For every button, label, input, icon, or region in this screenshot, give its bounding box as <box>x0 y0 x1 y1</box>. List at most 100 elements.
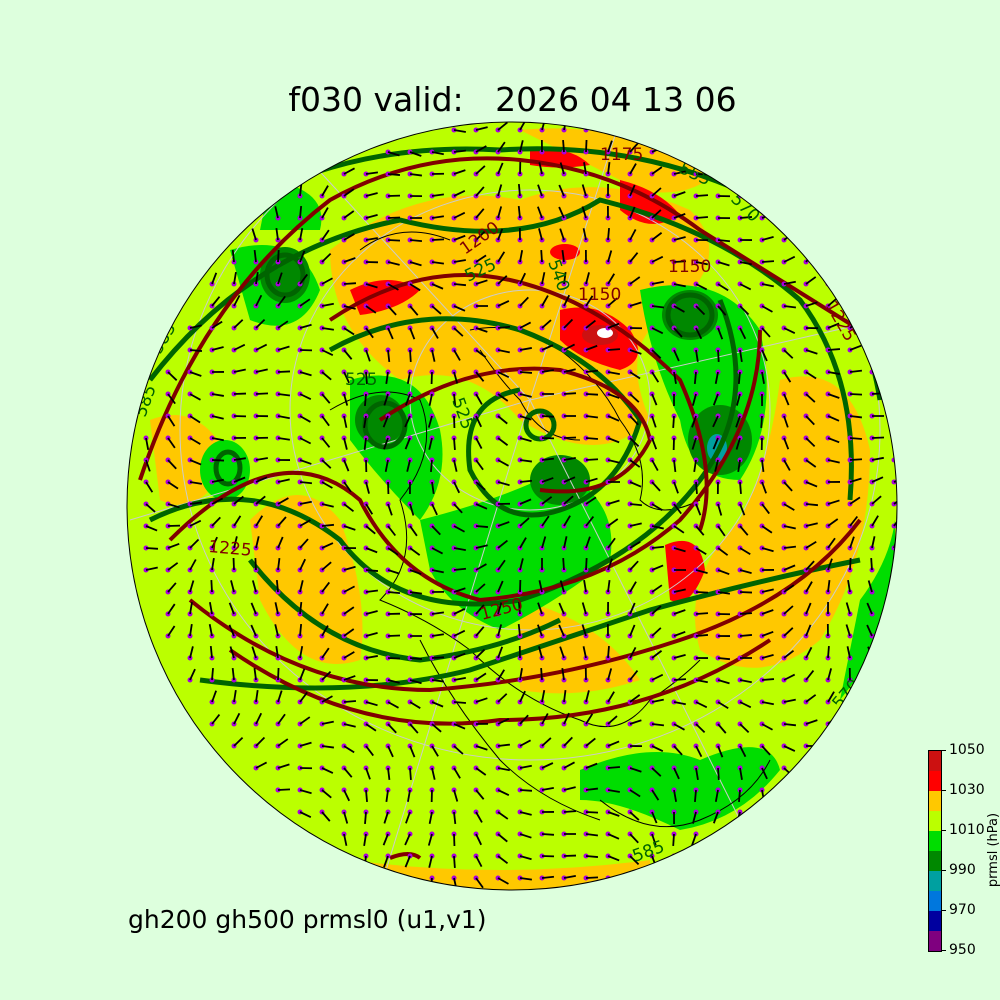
wind-barb <box>409 701 421 709</box>
wind-barb <box>343 327 355 336</box>
wind-barb <box>475 393 483 405</box>
wind-barb <box>404 833 411 846</box>
wind-barb <box>695 261 708 266</box>
wind-barb <box>365 745 374 757</box>
wind-barb <box>343 565 356 571</box>
wind-barb <box>431 723 442 733</box>
wind-barb <box>233 736 244 747</box>
wind-barb <box>299 519 311 527</box>
wind-barb <box>431 305 442 315</box>
wind-barb <box>651 280 664 285</box>
wind-barb <box>629 481 642 488</box>
wind-barb <box>827 668 833 681</box>
wind-barb <box>299 183 303 197</box>
wind-barb <box>343 481 352 493</box>
wind-barb <box>585 122 591 131</box>
wind-barb <box>167 582 177 593</box>
wind-barb <box>827 645 830 659</box>
wind-barb <box>189 602 193 615</box>
wind-barb <box>629 811 640 821</box>
wind-barb <box>475 279 488 285</box>
wind-barb <box>387 701 399 709</box>
wind-barb <box>233 690 237 703</box>
wind-barb <box>607 789 620 793</box>
wind-barb <box>453 587 466 593</box>
wind-barb <box>827 579 831 593</box>
wind-barb <box>409 327 416 340</box>
wind-barb <box>365 237 378 241</box>
wind-barb <box>299 668 306 681</box>
wind-barb <box>343 675 356 681</box>
wind-barb <box>407 789 411 802</box>
wind-barb <box>629 206 636 219</box>
wind-barb <box>827 537 836 549</box>
wind-barb <box>453 676 466 681</box>
wind-barb <box>607 459 620 464</box>
wind-barb <box>607 140 613 153</box>
wind-barb <box>805 393 816 403</box>
wind-dot <box>869 655 875 661</box>
wind-barb <box>475 349 487 358</box>
wind-barb <box>453 149 467 153</box>
wind-barb <box>558 602 565 615</box>
wind-barb <box>231 667 235 681</box>
wind-barb <box>431 547 444 555</box>
wind-barb <box>321 670 332 681</box>
wind-barb <box>827 518 839 527</box>
wind-barb <box>145 437 150 450</box>
wind-barb <box>805 719 818 725</box>
wind-barb <box>651 723 665 727</box>
wind-barb <box>582 646 587 659</box>
colorbar-segment <box>929 851 941 871</box>
wind-barb <box>387 239 401 242</box>
colorbar-segment <box>929 831 941 851</box>
wind-barb <box>343 257 356 263</box>
wind-barb <box>365 569 379 572</box>
wind-barb <box>475 833 483 846</box>
wind-barb <box>541 737 552 747</box>
wind-barb <box>517 183 521 197</box>
wind-barb <box>607 715 618 725</box>
wind-barb <box>475 254 487 263</box>
wind-barb <box>651 415 657 428</box>
wind-barb <box>739 745 747 758</box>
wind-barb <box>695 547 707 556</box>
wind-barb <box>783 437 790 450</box>
wind-barb <box>695 612 709 615</box>
wind-barb <box>211 415 224 420</box>
wind-barb <box>167 393 176 405</box>
wind-barb <box>277 320 289 329</box>
wind-barb <box>651 481 661 492</box>
wind-barb <box>519 558 524 571</box>
wind-barb <box>189 580 195 593</box>
wind-barb <box>321 695 333 703</box>
wind-barb <box>343 723 356 728</box>
wind-barb <box>145 503 156 513</box>
wind-barb <box>409 503 415 516</box>
wind-barb <box>519 833 532 839</box>
colorbar <box>928 750 942 952</box>
wind-barb <box>475 503 488 510</box>
wind-barb <box>497 559 506 571</box>
wind-barb <box>497 855 509 865</box>
wind-barb <box>145 566 158 571</box>
wind-barb <box>409 305 419 316</box>
wind-barb <box>607 645 610 659</box>
wind-barb <box>255 318 266 329</box>
wind-barb <box>475 604 485 615</box>
wind-barb <box>739 701 752 709</box>
wind-barb <box>827 273 835 285</box>
wind-barb <box>712 437 719 450</box>
wind-barb <box>585 737 596 747</box>
wind-barb <box>321 625 329 637</box>
wind-dot <box>253 391 259 397</box>
wind-barb <box>739 525 749 536</box>
wind-barb <box>537 184 543 197</box>
wind-barb <box>673 170 686 175</box>
wind-barb <box>475 165 486 175</box>
wind-barb <box>387 679 400 684</box>
wind-barb <box>382 415 389 428</box>
wind-barb <box>321 481 333 489</box>
wind-barb <box>871 536 876 549</box>
wind-barb <box>607 322 620 329</box>
